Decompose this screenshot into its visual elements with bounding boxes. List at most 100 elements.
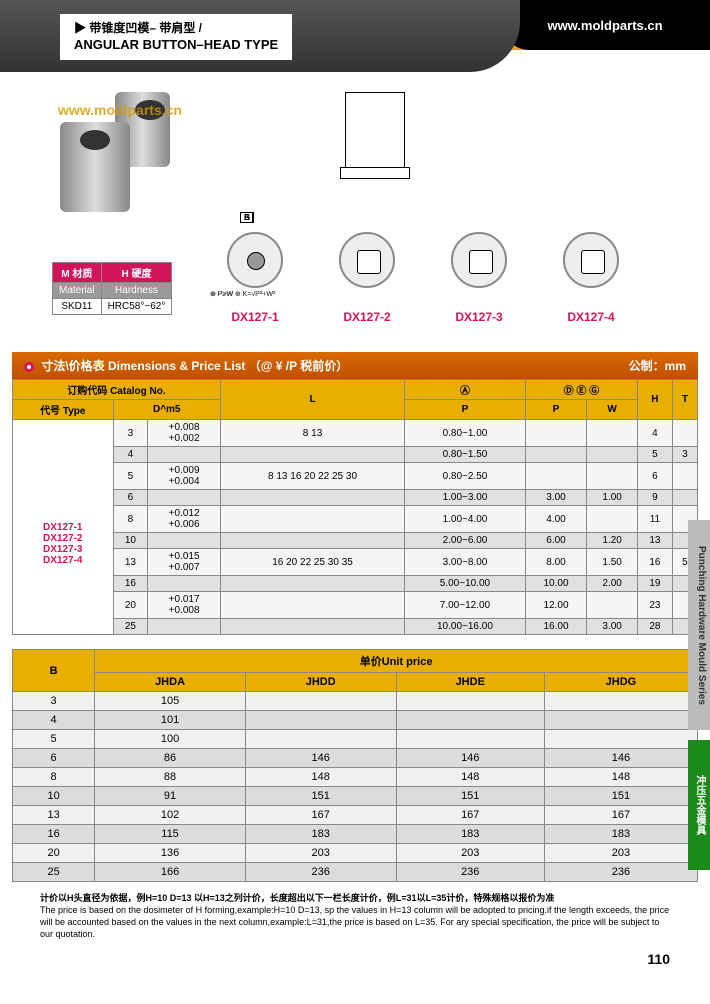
spec-cell: 0.80~2.50: [405, 463, 526, 490]
price-cell: 148: [396, 768, 544, 787]
price-cell: 166: [95, 863, 246, 882]
price-cell: 100: [95, 730, 246, 749]
spec-cell: 1.50: [587, 549, 638, 576]
spec-cell: 10.00: [525, 576, 586, 592]
price-cell: 236: [544, 863, 697, 882]
price-cell: 151: [245, 787, 396, 806]
spec-cell: [587, 463, 638, 490]
spec-cell: 1.00: [587, 490, 638, 506]
spec-cell: 2.00: [587, 576, 638, 592]
variant-4-annot: ⊕ P>W: [210, 290, 636, 298]
material-table: M 材质 H 硬度 Material Hardness SKD11 HRC58°…: [52, 262, 172, 315]
spec-cell: 6: [113, 490, 148, 506]
price-cell: 10: [13, 787, 95, 806]
spec-cell: 16: [638, 549, 673, 576]
spec-cell: [525, 420, 586, 447]
spec-cell: [148, 619, 221, 635]
note-cn: 计价以H头直径为依据，例H=10 D=13 以H=13之列计价，长度超出以下一栏…: [40, 892, 670, 904]
price-cell: 146: [544, 749, 697, 768]
th-P2: P: [525, 400, 586, 420]
spec-cell: +0.012 +0.006: [148, 506, 221, 533]
spec-cell: +0.017 +0.008: [148, 592, 221, 619]
price-cell: 88: [95, 768, 246, 787]
spec-cell: 4: [638, 420, 673, 447]
spec-cell: 8.00: [525, 549, 586, 576]
price-cell: 115: [95, 825, 246, 844]
price-cell: 101: [95, 711, 246, 730]
spec-cell: 23: [638, 592, 673, 619]
price-cell: 3: [13, 692, 95, 711]
price-cell: 203: [544, 844, 697, 863]
price-cell: 183: [396, 825, 544, 844]
spec-cell: 1.00~3.00: [405, 490, 526, 506]
price-cell: 8: [13, 768, 95, 787]
mat-m-cn: M 材质: [53, 263, 102, 283]
spec-cell: [220, 576, 404, 592]
price-cell: 20: [13, 844, 95, 863]
pth-jhdd: JHDD: [245, 673, 396, 692]
site-url: www.moldparts.cn: [547, 18, 662, 33]
pth-unit: 单价Unit price: [95, 650, 698, 673]
spec-cell: [587, 592, 638, 619]
price-cell: 236: [396, 863, 544, 882]
variant-4-label: DX127-4: [546, 310, 636, 324]
th-H: H: [638, 380, 673, 420]
section-outline: [345, 92, 405, 172]
spec-cell: [220, 506, 404, 533]
price-cell: [245, 692, 396, 711]
price-cell: [544, 692, 697, 711]
spec-cell: 16.00: [525, 619, 586, 635]
price-cell: 183: [544, 825, 697, 844]
price-cell: 6: [13, 749, 95, 768]
spec-table: 订购代码 Catalog No. L Ⓐ Ⓓ Ⓔ Ⓖ H T 代号 Type D…: [12, 379, 698, 635]
th-type: 代号 Type: [13, 400, 114, 420]
spec-cell: 0.80~1.00: [405, 420, 526, 447]
mat-m-en: Material: [53, 283, 102, 299]
spec-cell: +0.009 +0.004: [148, 463, 221, 490]
type-list: DX127-1DX127-2DX127-3DX127-4: [13, 420, 114, 635]
price-cell: 25: [13, 863, 95, 882]
spec-cell: 5: [638, 447, 673, 463]
title-cn: ▶ 带锥度凹模– 带肩型 /: [74, 21, 202, 35]
spec-cell: [220, 490, 404, 506]
spec-cell: 1.00~4.00: [405, 506, 526, 533]
spec-cell: 8 13 16 20 22 25 30: [220, 463, 404, 490]
variant-1-label: DX127-1: [210, 310, 300, 324]
variant-2-label: DX127-2: [322, 310, 412, 324]
spec-cell: 3.00~8.00: [405, 549, 526, 576]
variant-4-icon: [563, 232, 619, 288]
price-cell: 91: [95, 787, 246, 806]
price-cell: 102: [95, 806, 246, 825]
watermark: www.moldparts.cn: [58, 102, 182, 118]
pth-jhde: JHDE: [396, 673, 544, 692]
spec-cell: [220, 447, 404, 463]
footnotes: 计价以H头直径为依据，例H=10 D=13 以H=13之列计价，长度超出以下一栏…: [0, 882, 710, 947]
spec-cell: 5.00~10.00: [405, 576, 526, 592]
pth-B: B: [13, 650, 95, 692]
spec-cell: 5: [113, 463, 148, 490]
section-drawing: [330, 82, 420, 192]
spec-cell: [587, 447, 638, 463]
spec-cell: 13: [638, 533, 673, 549]
spec-cell: 11: [638, 506, 673, 533]
spec-cell: 9: [638, 490, 673, 506]
price-cell: 236: [245, 863, 396, 882]
variant-3-label: DX127-3: [434, 310, 524, 324]
price-cell: 203: [245, 844, 396, 863]
price-cell: 148: [544, 768, 697, 787]
page-title: ▶ 带锥度凹模– 带肩型 / ANGULAR BUTTON–HEAD TYPE: [60, 14, 292, 60]
variant-3-icon: [451, 232, 507, 288]
price-cell: 5: [13, 730, 95, 749]
mat-h-val: HRC58°~62°: [101, 299, 172, 315]
spec-cell: [525, 447, 586, 463]
spec-cell: 16: [113, 576, 148, 592]
product-shape-front: [60, 122, 130, 212]
spec-cell: [587, 506, 638, 533]
spec-cell: [220, 619, 404, 635]
spec-cell: 10: [113, 533, 148, 549]
price-cell: 86: [95, 749, 246, 768]
price-cell: [396, 730, 544, 749]
side-tab-cn: 冲压五金模具: [688, 740, 710, 870]
price-cell: 203: [396, 844, 544, 863]
price-cell: [544, 730, 697, 749]
